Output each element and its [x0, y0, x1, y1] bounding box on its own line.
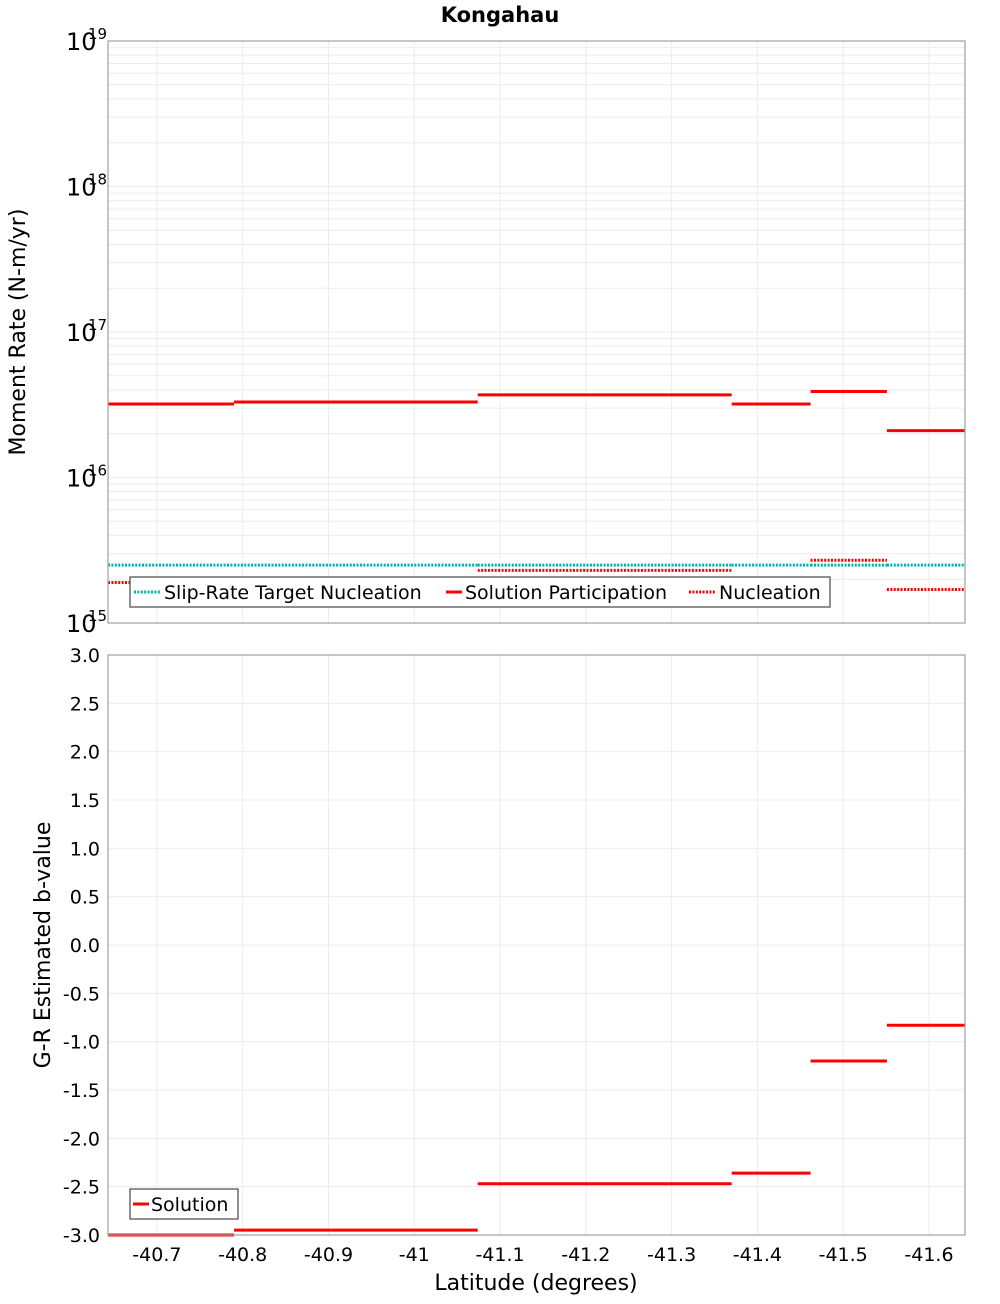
x-tick-label: -41.3: [647, 1244, 696, 1266]
y-axis-label: G-R Estimated b-value: [31, 822, 56, 1069]
x-axis-label: Latitude (degrees): [434, 1271, 637, 1296]
legend-label-solution: Solution Participation: [465, 582, 667, 604]
moment-rate-plot: 1019 1018 1017 1016 1015 Moment Rate (N-m/yr…: [6, 25, 965, 638]
y-tick-label: -2.5: [63, 1177, 100, 1199]
y-tick-label: 2.0: [70, 742, 100, 764]
y-tick-label: 1016: [66, 462, 107, 493]
svg-text:17: 17: [88, 316, 107, 334]
legend-label-target: Slip-Rate Target Nucleation: [164, 582, 422, 604]
y-tick-label: -2.0: [63, 1128, 100, 1150]
x-tick-label: -41.6: [904, 1244, 953, 1266]
x-tick-labels: -40.7 -40.8 -40.9 -41 -41.1 -41.2 -41.3 -41.4 -4…: [132, 1244, 953, 1266]
y-tick-label: -1.5: [63, 1080, 100, 1102]
legend-label-nucleation: Nucleation: [719, 582, 821, 604]
y-tick-label: 0.0: [70, 935, 100, 957]
y-tick-label: 2.5: [70, 693, 100, 715]
y-tick-label: 0.5: [70, 887, 100, 909]
svg-text:15: 15: [88, 607, 107, 625]
svg-text:18: 18: [88, 171, 107, 189]
y-tick-label: 1017: [66, 316, 107, 347]
x-tick-label: -40.8: [218, 1244, 267, 1266]
x-tick-label: -41.2: [561, 1244, 610, 1266]
y-tick-label: -3.0: [63, 1225, 100, 1247]
y-tick-labels: 3.0 2.5 2.0 1.5 1.0 0.5 0.0 -0.5 -1.0 -1.5 -2.0 -2.…: [63, 645, 100, 1247]
legend-label-solution: Solution: [151, 1194, 228, 1216]
figure: Kongahau 1019 1018 1017 1016 1015 Moment Rat…: [0, 0, 1000, 1300]
y-axis-label: Moment Rate (N-m/yr): [6, 209, 31, 456]
legend: Slip-Rate Target Nucleation Solution Par…: [130, 577, 830, 607]
x-tick-label: -41: [399, 1244, 430, 1266]
svg-text:16: 16: [88, 462, 107, 480]
y-tick-label: -0.5: [63, 983, 100, 1005]
y-tick-label: -1.0: [63, 1032, 100, 1054]
legend: Solution: [130, 1189, 238, 1219]
y-tick-label: 1.0: [70, 838, 100, 860]
x-tick-label: -40.7: [132, 1244, 181, 1266]
y-tick-labels: 1019 1018 1017 1016 1015: [66, 25, 107, 638]
y-tick-label: 3.0: [70, 645, 100, 667]
chart-title: Kongahau: [441, 3, 560, 27]
x-tick-label: -40.9: [304, 1244, 353, 1266]
svg-text:19: 19: [88, 25, 107, 43]
x-tick-label: -41.1: [475, 1244, 524, 1266]
x-tick-label: -41.5: [819, 1244, 868, 1266]
b-value-plot: 3.0 2.5 2.0 1.5 1.0 0.5 0.0 -0.5 -1.0 -1.5 -2.0 -2.…: [31, 645, 965, 1296]
x-tick-label: -41.4: [733, 1244, 782, 1266]
y-tick-label: 1.5: [70, 790, 100, 812]
y-tick-label: 1019: [66, 25, 107, 56]
y-tick-label: 1015: [66, 607, 107, 638]
y-tick-label: 1018: [66, 171, 107, 202]
